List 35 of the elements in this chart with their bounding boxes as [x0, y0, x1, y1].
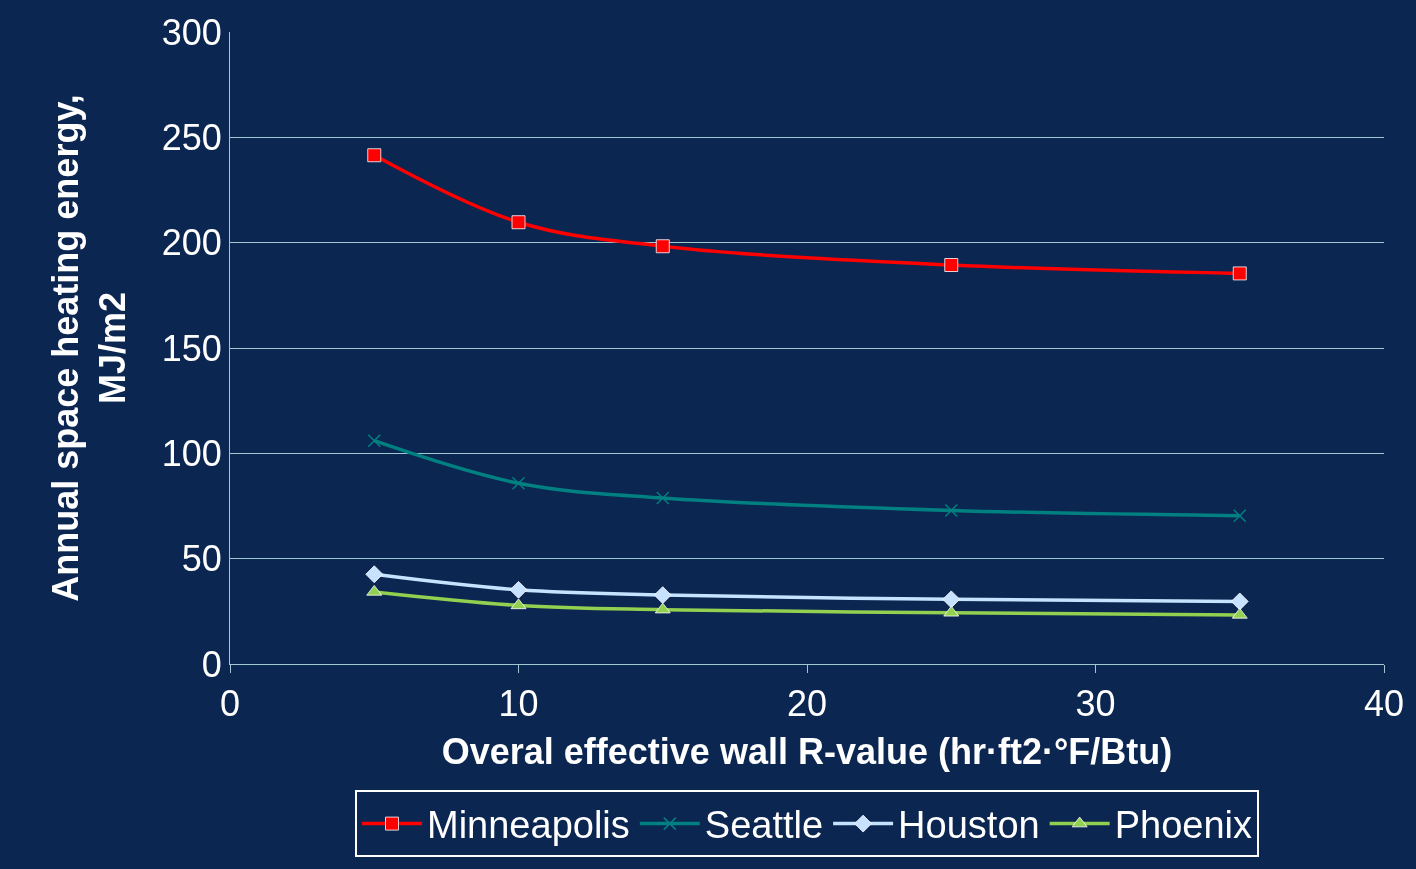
point — [365, 565, 384, 584]
y-tick-label: 0 — [201, 643, 222, 685]
legend-label: Phoenix — [1114, 804, 1252, 847]
point — [1232, 266, 1247, 281]
x-tick-label: 10 — [498, 683, 539, 725]
x-tick-label: 30 — [1075, 683, 1116, 725]
point — [655, 239, 670, 254]
point — [509, 581, 528, 599]
point — [653, 586, 672, 604]
legend-label: Minneapolis — [427, 804, 630, 847]
point — [944, 503, 958, 518]
point — [942, 590, 961, 609]
x-axis-title: Overal effective wall R-value (hr·ft2·°F/Btu) — [441, 730, 1173, 772]
point — [656, 491, 670, 505]
y-axis-title: Annual space heating energy, MJ/m2 — [44, 94, 133, 602]
point — [1233, 508, 1247, 523]
point — [944, 258, 959, 272]
y-tick-label: 250 — [161, 116, 222, 158]
y-tick-label: 150 — [161, 327, 222, 369]
point — [367, 148, 382, 163]
point — [943, 605, 960, 617]
point — [511, 476, 526, 490]
y-tick-label: 200 — [161, 222, 222, 264]
point — [1230, 592, 1249, 611]
x-tick-label: 20 — [786, 683, 828, 725]
point — [367, 433, 381, 448]
point — [511, 215, 526, 230]
y-tick-label: 100 — [161, 432, 222, 474]
point — [510, 598, 527, 610]
y-tick-label: 300 — [161, 11, 222, 53]
legend-label: Houston — [898, 804, 1040, 847]
x-tick-label: 40 — [1363, 683, 1405, 725]
point — [654, 602, 671, 614]
y-tick-label: 50 — [181, 538, 222, 580]
legend-label: Seattle — [704, 804, 824, 847]
